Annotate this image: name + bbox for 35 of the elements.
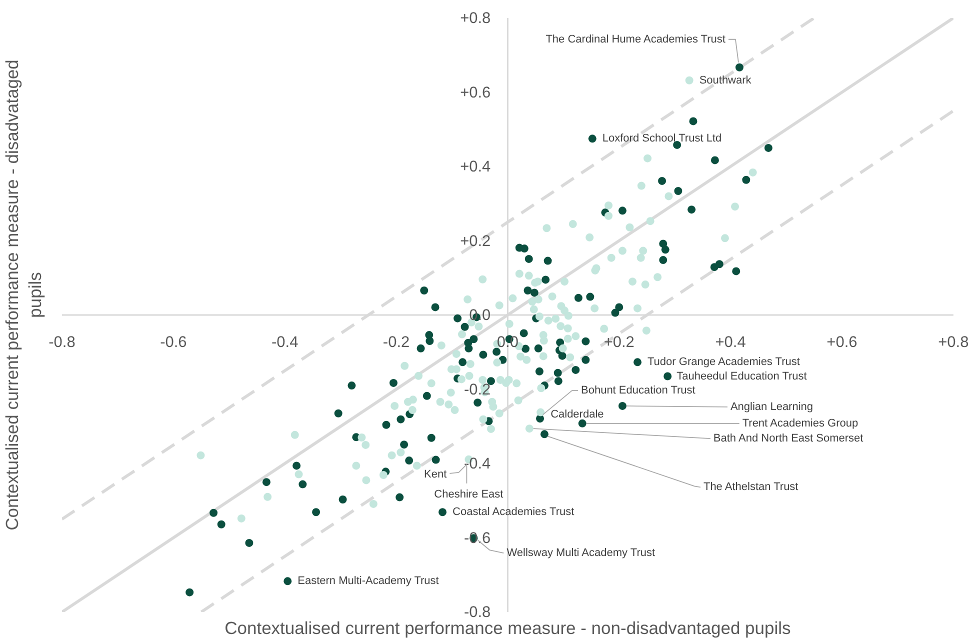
annotation: Eastern Multi-Academy Trust — [298, 575, 439, 588]
x-tick-label: -0.2 — [382, 334, 410, 350]
y-tick-label: +0.6 — [460, 84, 491, 101]
annotation: Bath And North East Somerset — [713, 432, 864, 445]
annotation: Bohunt Education Trust — [581, 384, 696, 397]
annotation: Southwark — [699, 74, 752, 86]
annotation: Trent Academies Group — [742, 417, 858, 430]
annotation: The Cardinal Hume Academies Trust — [546, 33, 726, 46]
x-tick-label: +0.4 — [715, 334, 746, 350]
y-tick-label: -0.4 — [464, 455, 492, 472]
y-tick-label: -0.8 — [464, 604, 491, 620]
x-tick-label: -0.4 — [271, 334, 299, 350]
annotation: Kent — [424, 468, 447, 480]
y-tick-label: 0.0 — [469, 306, 492, 324]
annotation: Tudor Grange Academies Trust — [648, 356, 800, 368]
y-tick-label: +0.4 — [460, 158, 492, 175]
annotation: Loxford School Trust Ltd — [602, 132, 722, 145]
annotation: Calderdale — [550, 408, 604, 420]
annotation: Cheshire East — [434, 488, 504, 500]
y-tick-label: +0.2 — [460, 232, 491, 250]
y-tick-label: -0.2 — [464, 380, 491, 398]
annotation: Coastal Academies Trust — [452, 506, 574, 518]
x-tick-label: -0.8 — [48, 334, 76, 350]
annotation: The Athelstan Trust — [703, 481, 798, 494]
x-tick-label: -0.6 — [160, 334, 187, 350]
x-tick-label: 0.0 — [496, 334, 519, 350]
y-tick-label: +0.8 — [460, 10, 491, 26]
annotation: Anglian Learning — [730, 400, 814, 413]
x-tick-label: +0.2 — [604, 334, 634, 350]
annotation: Tauheedul Education Trust — [676, 370, 807, 382]
x-tick-label: +0.6 — [826, 334, 858, 350]
y-axis-title: Contextualised current performance measure - disadvataged pupils — [2, 60, 45, 530]
x-tick-label: +0.8 — [938, 334, 969, 350]
annotation: Wellsway Multi Academy Trust — [506, 547, 656, 560]
x-axis-title: Contextualised current performance measure - non-disadvantaged pupils — [224, 618, 792, 638]
